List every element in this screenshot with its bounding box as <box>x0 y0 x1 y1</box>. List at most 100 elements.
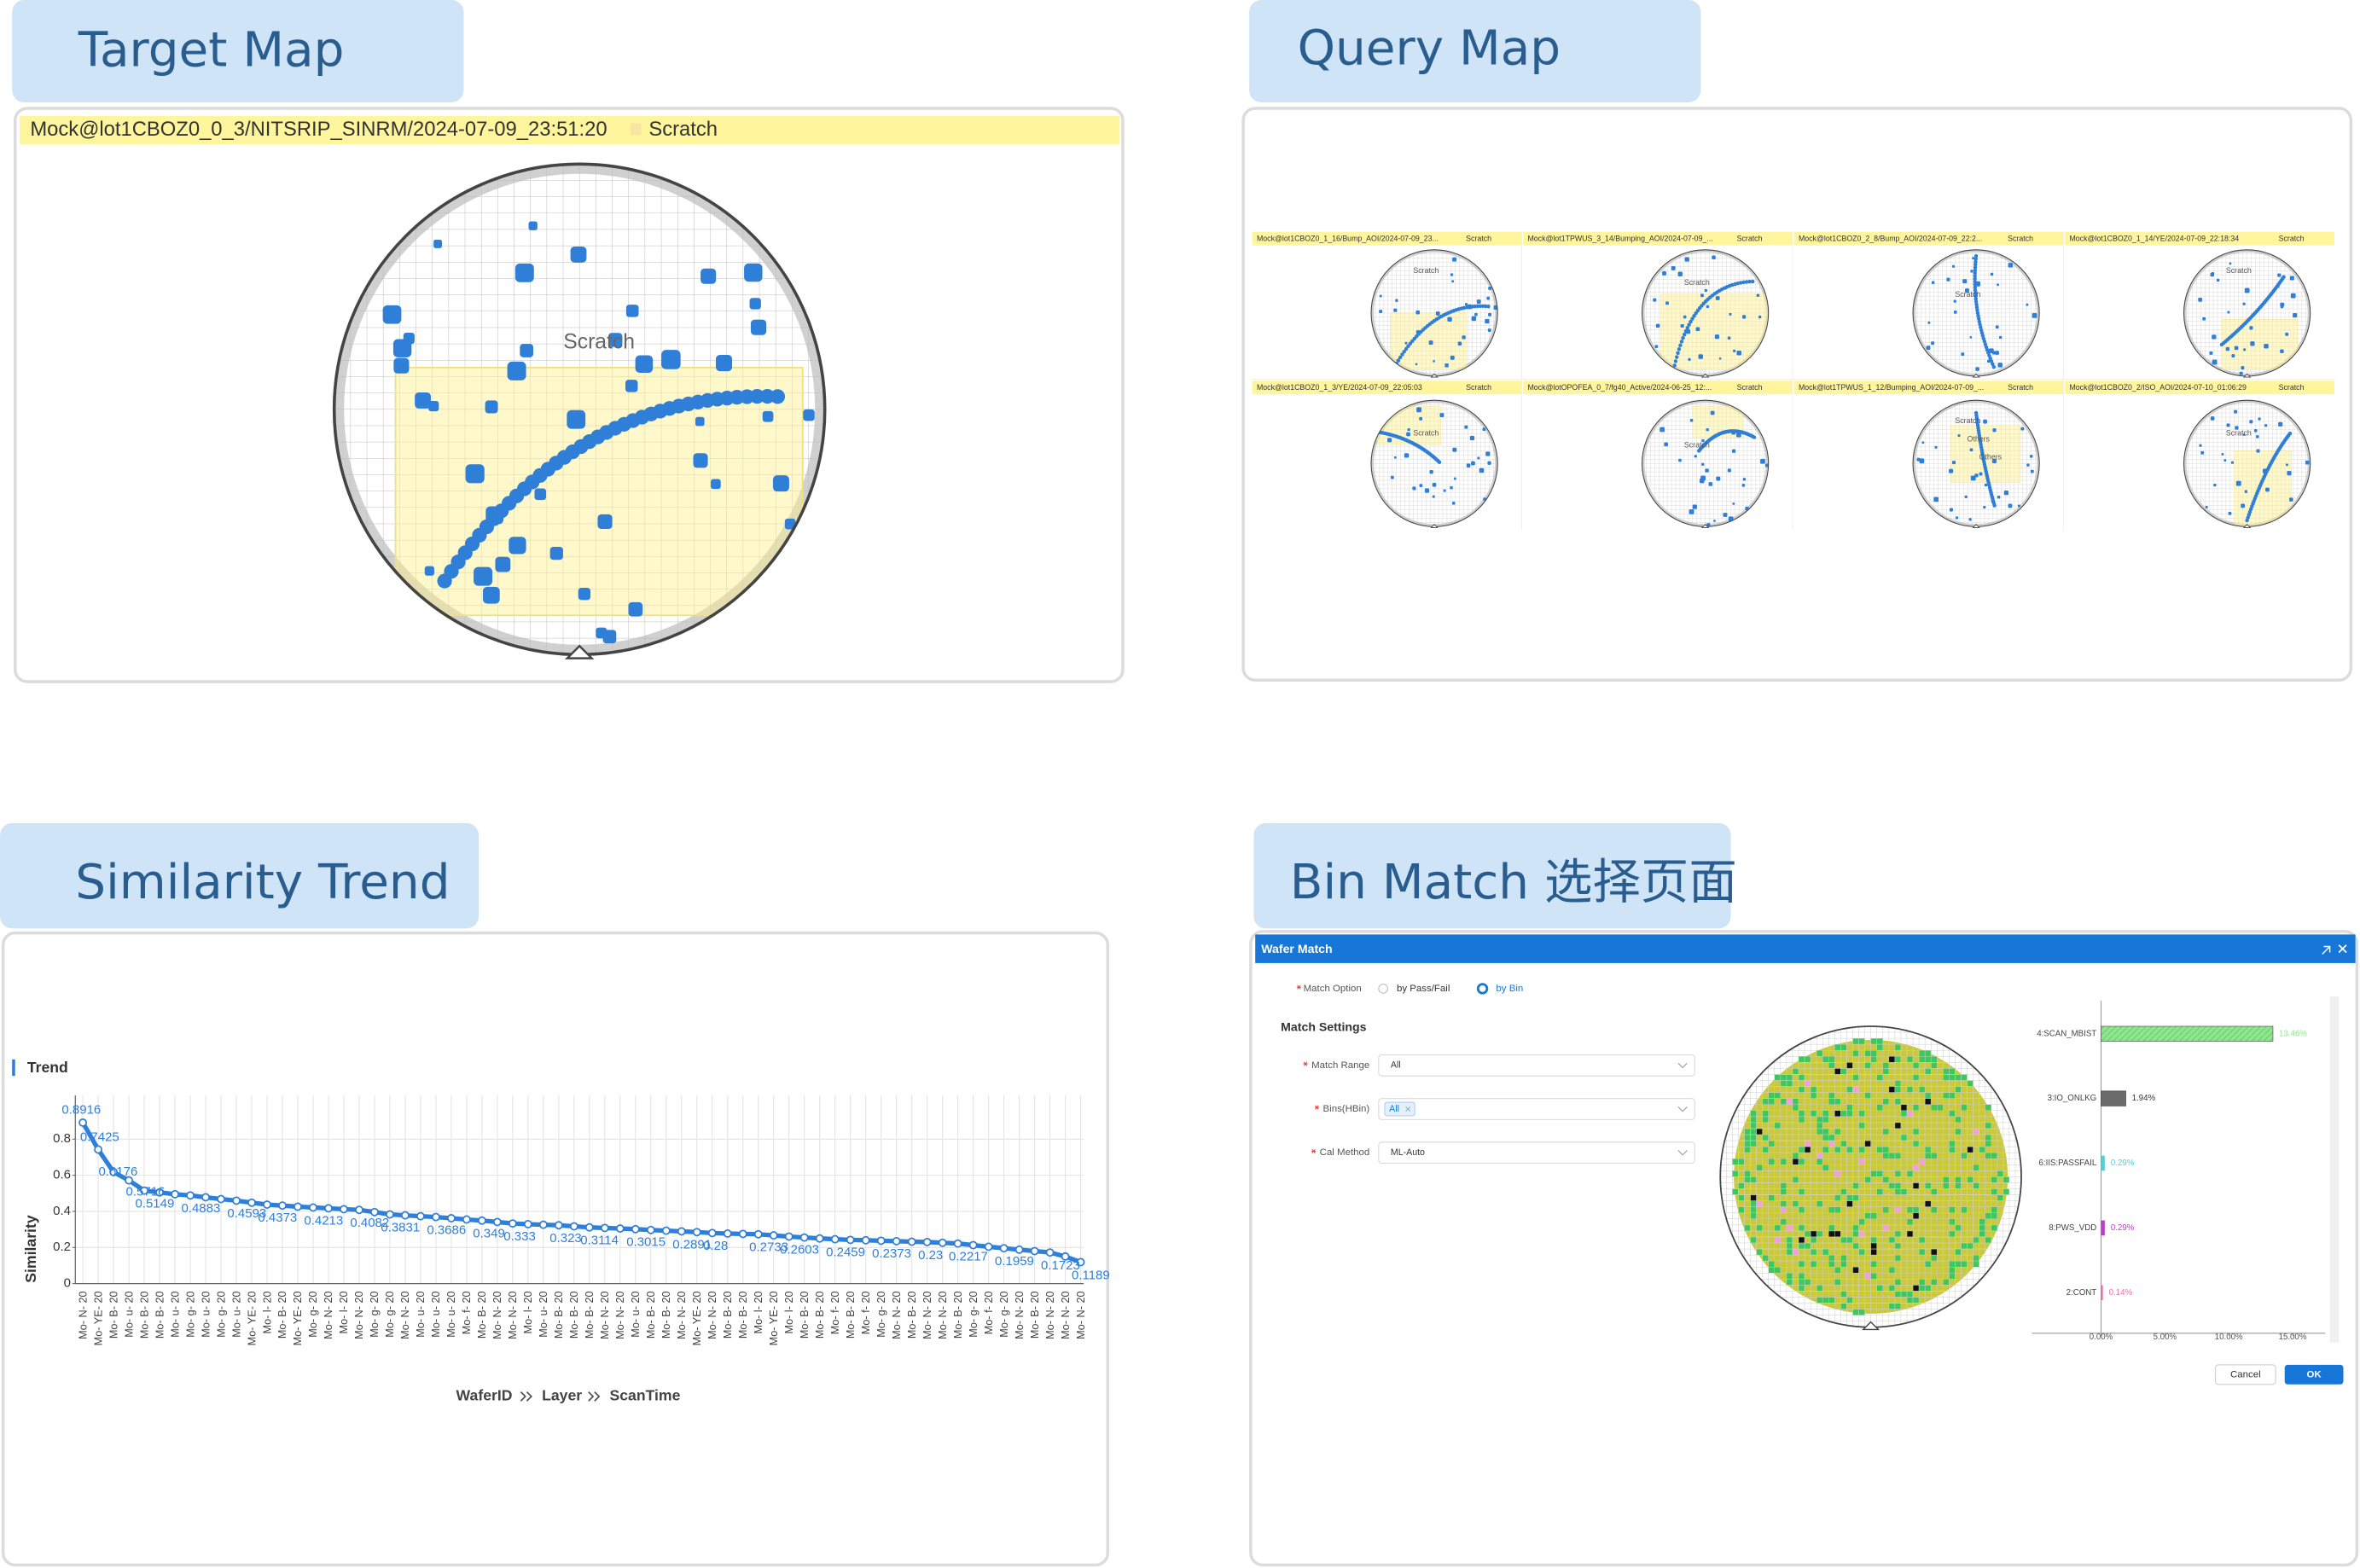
defect <box>2230 461 2235 464</box>
die <box>1798 1188 1805 1195</box>
die <box>1846 1297 1853 1304</box>
defect <box>1926 346 1931 351</box>
die <box>1949 1206 1956 1213</box>
x-tick-label: Mo- g- 20 <box>384 1291 396 1337</box>
select-box[interactable] <box>1378 1098 1695 1120</box>
data-label: 0.1723 <box>1041 1258 1080 1273</box>
x-axis-label: Layer <box>542 1387 582 1404</box>
radio-label[interactable]: by Pass/Fail <box>1397 984 1450 994</box>
scratch-defect <box>1976 317 1981 321</box>
defect <box>2264 344 2269 349</box>
die <box>1906 1056 1914 1063</box>
trend-point <box>677 1227 686 1236</box>
scratch-defect <box>2282 275 2286 279</box>
x-tick-label: Mo- YE- 20 <box>691 1291 703 1345</box>
defect <box>1715 296 1720 300</box>
scratch-defect <box>1973 274 1977 278</box>
defect <box>1488 286 1492 290</box>
button-label[interactable]: OK <box>2307 1369 2322 1379</box>
cancel-button[interactable] <box>2215 1364 2276 1385</box>
defect <box>1727 336 1731 340</box>
x-tick-label: Mo- B- 20 <box>906 1291 918 1339</box>
button-label[interactable]: Cancel <box>2230 1369 2261 1379</box>
die <box>1798 1279 1805 1286</box>
die <box>1870 1249 1877 1256</box>
defect <box>625 380 638 392</box>
trend-point <box>569 1222 578 1231</box>
scratch-defect <box>1406 344 1410 348</box>
die <box>1798 1159 1805 1165</box>
scratch-defect <box>1975 308 1979 312</box>
die <box>1913 1128 1920 1135</box>
chip <box>1384 1101 1415 1117</box>
chart-title: Trend <box>27 1059 68 1076</box>
die <box>1852 1267 1859 1274</box>
scratch-defect <box>1991 362 1995 367</box>
field-label: Match Option <box>1304 984 1362 994</box>
die <box>1913 1062 1920 1069</box>
x-tick-label: 10.00% <box>2215 1333 2243 1342</box>
defect <box>2241 366 2245 370</box>
defect <box>1428 340 1433 346</box>
field-label: Cal Method <box>1320 1147 1370 1158</box>
defect <box>1723 513 1728 517</box>
die <box>1888 1056 1895 1063</box>
defect <box>2199 444 2202 447</box>
defect <box>2017 504 2020 508</box>
defect <box>625 305 639 317</box>
defect <box>578 588 591 601</box>
die <box>1882 1153 1889 1159</box>
close-icon[interactable] <box>2338 944 2347 954</box>
defect <box>1997 283 1999 287</box>
die <box>1961 1104 1968 1111</box>
die <box>1817 1200 1823 1207</box>
trend-point <box>753 1229 763 1239</box>
die <box>1949 1068 1956 1075</box>
scratch-defect <box>1676 351 1680 356</box>
x-tick-label: Mo- B- 20 <box>1029 1291 1041 1339</box>
radio-label[interactable]: by Bin <box>1496 984 1523 994</box>
select-box[interactable] <box>1378 1141 1695 1164</box>
select-box[interactable] <box>1378 1054 1695 1077</box>
die <box>1817 1116 1823 1123</box>
die <box>1846 1194 1853 1201</box>
x-tick-label: Mo- N- 20 <box>353 1291 365 1339</box>
die <box>1949 1230 1956 1237</box>
radio[interactable] <box>1476 983 1489 995</box>
defect <box>2200 450 2205 455</box>
die <box>1973 1255 1979 1262</box>
defect <box>596 627 607 639</box>
tab <box>1249 0 1701 102</box>
die <box>1822 1147 1829 1153</box>
die <box>1894 1122 1901 1129</box>
x-tick-label: 5.00% <box>2154 1333 2177 1342</box>
dialog-title: Wafer Match <box>1261 942 1332 955</box>
scratch-defect <box>1979 325 1983 329</box>
x-tick-label: Mo- u- 20 <box>123 1291 135 1337</box>
die <box>1805 1279 1811 1286</box>
die <box>1762 1134 1769 1141</box>
trend-point <box>324 1204 333 1213</box>
defect <box>520 344 534 357</box>
defect <box>2286 463 2288 467</box>
tab-title: Query Map <box>1298 21 1561 77</box>
scratch-defect <box>1402 349 1406 354</box>
defect <box>1951 264 1956 268</box>
scratch-defect <box>1989 359 1994 363</box>
maximize-icon[interactable] <box>2322 945 2331 955</box>
die <box>1798 1116 1805 1123</box>
defect <box>2234 346 2239 351</box>
radio[interactable] <box>1378 984 1388 994</box>
chevron <box>1677 1150 1688 1156</box>
die <box>1955 1224 1962 1231</box>
die <box>1762 1116 1769 1123</box>
scrollbar[interactable] <box>2329 996 2340 1343</box>
field-label: Bins(HBin) <box>1323 1104 1370 1114</box>
defect <box>1745 506 1749 511</box>
defect <box>1452 257 1457 262</box>
defect <box>2231 354 2235 357</box>
die <box>1828 1297 1835 1304</box>
die <box>1955 1116 1962 1123</box>
ok-button[interactable] <box>2284 1364 2344 1385</box>
defect <box>1406 432 1410 437</box>
